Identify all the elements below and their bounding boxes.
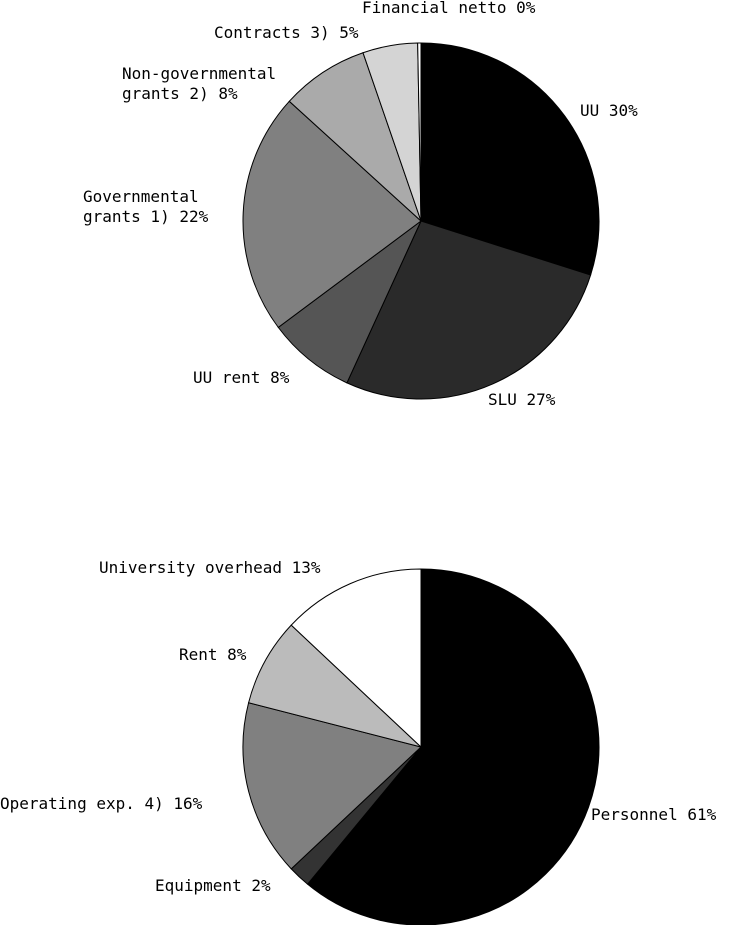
slice-label-non-governmental-grants-2-8: Non-governmental grants 2) 8% <box>122 64 276 103</box>
slice-label-equipment-2: Equipment 2% <box>155 876 271 895</box>
pie-chart-2: Personnel 61% Equipment 2% Operating exp. … <box>0 558 717 926</box>
pie-slice-operating-exp-4-16 <box>242 702 423 870</box>
slice-label-personnel-61: Personnel 61% <box>591 805 717 824</box>
slice-label-uu-rent-8: UU rent 8% <box>193 368 290 387</box>
pie-slice-personnel-61 <box>306 568 600 926</box>
pie-slice-uu-rent-8 <box>277 220 422 384</box>
slice-label-university-overhead-13: University overhead 13% <box>99 558 321 577</box>
pie-slice-slu-27 <box>346 220 592 400</box>
slice-label-operating-exp-4-16: Operating exp. 4) 16% <box>0 794 203 813</box>
slice-label-uu-30: UU 30% <box>580 101 638 120</box>
pie-slice-uu-30 <box>420 42 600 276</box>
pie-slice-governmental-grants-1-22 <box>242 100 422 329</box>
pie-slice-university-overhead-13 <box>290 568 422 749</box>
pie-chart-1: UU 30% SLU 27% UU rent 8% Governmental grant… <box>83 0 638 409</box>
pie-slice-non-governmental-grants-2-8 <box>288 52 422 222</box>
slice-label-financial-netto-0: Financial netto 0% <box>362 0 536 17</box>
pie-slice-rent-8 <box>247 624 422 748</box>
slice-label-governmental-grants-1-22: Governmental grants 1) 22% <box>83 187 209 226</box>
slice-label-slu-27: SLU 27% <box>488 390 556 409</box>
slice-label-contracts-3-5: Contracts 3) 5% <box>214 23 359 42</box>
pie-slice-financial-netto-0 <box>417 42 422 222</box>
slice-label-rent-8: Rent 8% <box>179 645 247 664</box>
